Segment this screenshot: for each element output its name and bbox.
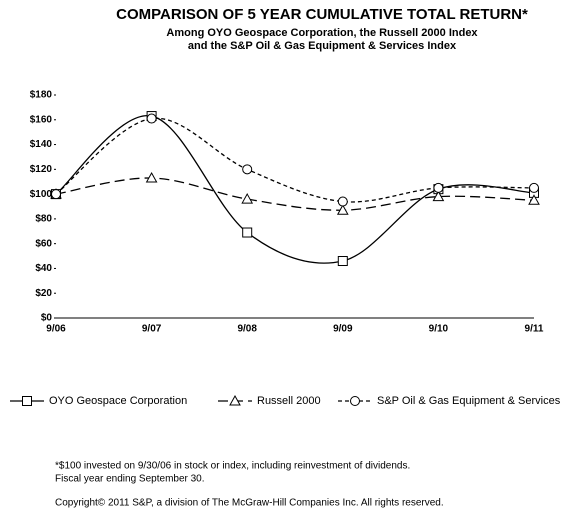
chart-subtitle: and the S&P Oil & Gas Equipment & Servic… — [188, 40, 457, 52]
marker — [337, 196, 348, 207]
legend-label: OYO Geospace Corporation — [49, 395, 187, 407]
legend-label: S&P Oil & Gas Equipment & Services — [377, 395, 561, 407]
marker — [432, 190, 445, 202]
y-tick-label: $40 — [35, 263, 52, 274]
y-tick-label: $0 — [41, 313, 53, 324]
marker — [242, 164, 253, 175]
series-line — [55, 115, 535, 264]
y-tick-label: $80 — [35, 214, 52, 225]
marker — [433, 182, 444, 193]
series-line — [55, 177, 535, 211]
y-tick-label: $140 — [30, 139, 53, 150]
marker — [337, 256, 348, 267]
marker — [336, 204, 349, 215]
footnote: *$100 invested on 9/30/06 in stock or in… — [55, 461, 410, 472]
marker — [22, 396, 32, 406]
series-line — [55, 117, 535, 203]
marker — [51, 189, 61, 200]
y-tick-label: $20 — [35, 288, 52, 299]
y-tick-label: $180 — [30, 90, 53, 101]
x-tick-label: 9/09 — [333, 324, 353, 335]
chart-subtitle: Among OYO Geospace Corporation, the Russ… — [166, 27, 478, 39]
x-tick-label: 9/06 — [46, 324, 66, 335]
marker — [529, 182, 539, 193]
x-tick-label: 9/10 — [429, 324, 449, 335]
y-tick-label: $160 — [30, 114, 53, 125]
x-tick-label: 9/08 — [237, 324, 257, 335]
y-tick-label: $60 — [35, 238, 52, 249]
marker — [241, 193, 254, 204]
legend-label: Russell 2000 — [257, 395, 321, 407]
marker — [528, 194, 540, 205]
footnote: Copyright© 2011 S&P, a division of The M… — [55, 498, 444, 509]
chart-title: COMPARISON OF 5 YEAR CUMULATIVE TOTAL RE… — [116, 6, 528, 23]
y-tick-label: $100 — [30, 189, 53, 200]
marker — [350, 396, 360, 406]
marker — [145, 171, 158, 183]
footnote: Fiscal year ending September 30. — [55, 474, 205, 485]
x-tick-label: 9/07 — [142, 324, 162, 335]
marker — [242, 227, 253, 238]
marker — [229, 394, 241, 406]
y-tick-label: $120 — [30, 164, 53, 175]
marker — [146, 113, 157, 124]
x-tick-label: 9/11 — [525, 324, 544, 335]
